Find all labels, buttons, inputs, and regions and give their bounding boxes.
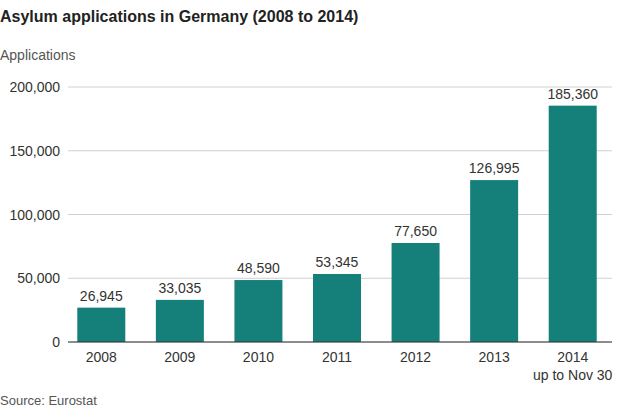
y-axis-label: Applications [0,47,76,63]
x-tick-label: 2011 [322,349,352,365]
x-tick-label-line: 2012 [400,349,431,365]
x-tick-label: 2014 up to Nov 30 [533,349,613,383]
x-tick-label: 2010 [243,349,274,365]
grid-line [68,87,612,88]
data-label: 26,945 [80,288,123,304]
data-label: 53,345 [316,254,359,270]
x-tick-label: 2008 [86,349,117,365]
chart-container: Asylum applications in Germany (2008 to … [0,0,624,420]
x-tick-label-line: 2009 [164,349,195,365]
data-label: 48,590 [237,260,280,276]
bar [313,274,361,342]
title: Asylum applications in Germany (2008 to … [0,8,358,25]
data-label: 77,650 [394,223,437,239]
bars [77,106,596,342]
x-tick-label-line: up to Nov 30 [533,367,613,383]
grid-line [68,214,612,215]
x-tick-label-line: 2013 [479,349,510,365]
y-tick-label: 100,000 [9,207,60,223]
x-tick-label: 2009 [164,349,195,365]
x-axis-line [68,341,612,342]
bar [77,308,125,342]
y-tick-label: 150,000 [9,143,60,159]
x-tick-label-line: 2008 [86,349,117,365]
grid-line [68,342,612,343]
source: Source: Eurostat [0,393,97,408]
bar [234,280,282,342]
x-tick-label: 2012 [400,349,431,365]
x-tick-label-line: 2010 [243,349,274,365]
x-tick-label-line: 2011 [322,349,352,365]
x-tick-label: 2013 [479,349,510,365]
bar [549,106,597,342]
y-tick-label: 50,000 [17,270,60,286]
bar [156,300,204,342]
bar [392,243,440,342]
x-tick-label-line: 2014 [557,349,588,365]
data-label: 33,035 [158,280,201,296]
y-tick-label: 200,000 [9,79,60,95]
chart-svg: Asylum applications in Germany (2008 to … [0,0,624,420]
data-label: 185,360 [547,86,598,102]
grid-line [68,150,612,151]
bar [470,180,518,342]
data-label: 126,995 [469,160,520,176]
grid [68,87,612,342]
y-tick-label: 0 [52,334,60,350]
